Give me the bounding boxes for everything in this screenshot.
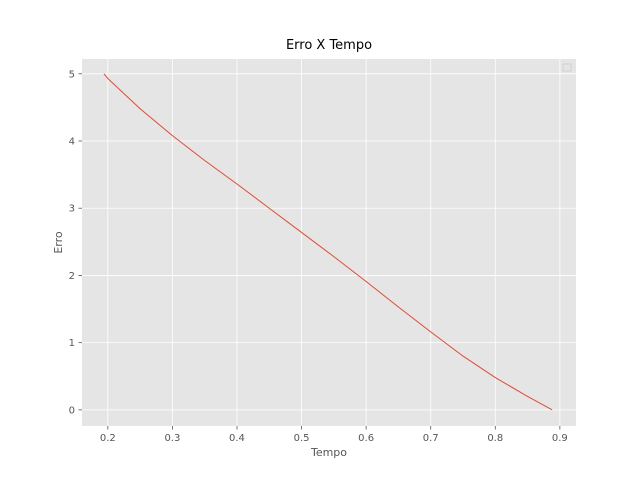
x-tick-label: 0.7 [423,433,439,444]
x-tick-label: 0.9 [552,433,568,444]
x-tick-label: 0.3 [164,433,180,444]
series-layer [103,73,553,411]
x-tick-label: 0.5 [294,433,310,444]
y-tick-label: 2 [69,271,75,282]
y-tick-label: 5 [69,69,75,80]
y-tick-label: 4 [69,137,75,148]
plot-area [82,59,576,426]
x-tick-label: 0.6 [358,433,374,444]
x-axis-label: Tempo [310,446,347,459]
y-tick-label: 3 [69,204,75,215]
series-line [103,73,553,411]
grid-lines [82,59,576,426]
axis-ticks: 0.2 0.3 0.4 0.5 0.6 0.7 0.8 0.9 0 1 2 3 4 5 [69,69,568,444]
y-tick-label: 1 [69,338,75,349]
x-tick-label: 0.4 [229,433,245,444]
x-tick-label: 0.2 [100,433,116,444]
y-axis-label: Erro [52,231,65,254]
chart-title: Erro X Tempo [286,38,372,53]
legend-box [562,63,572,72]
y-tick-label: 0 [69,405,75,416]
x-tick-label: 0.8 [487,433,503,444]
